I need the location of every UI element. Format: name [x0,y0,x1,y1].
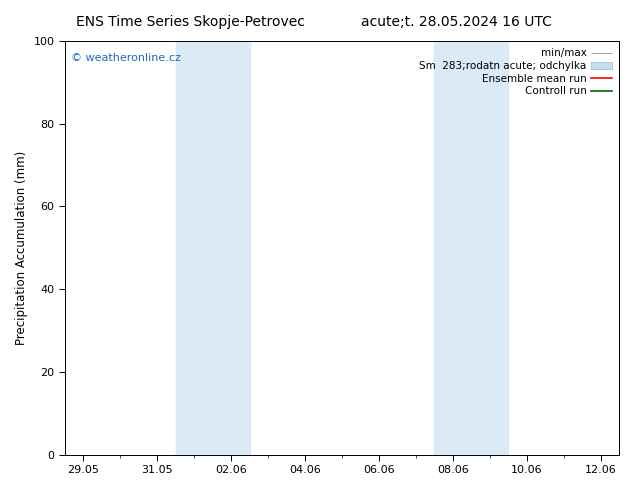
Bar [176,41,250,455]
Y-axis label: Precipitation Accumulation (mm): Precipitation Accumulation (mm) [15,151,28,345]
Text: ENS Time Series Skopje-Petrovec: ENS Time Series Skopje-Petrovec [75,15,305,29]
Bar [434,41,508,455]
Legend: min/max, Sm  283;rodatn acute; odchylka, Ensemble mean run, Controll run: min/max, Sm 283;rodatn acute; odchylka, … [417,46,614,98]
Text: acute;t. 28.05.2024 16 UTC: acute;t. 28.05.2024 16 UTC [361,15,552,29]
Text: © weatheronline.cz: © weatheronline.cz [70,53,181,64]
